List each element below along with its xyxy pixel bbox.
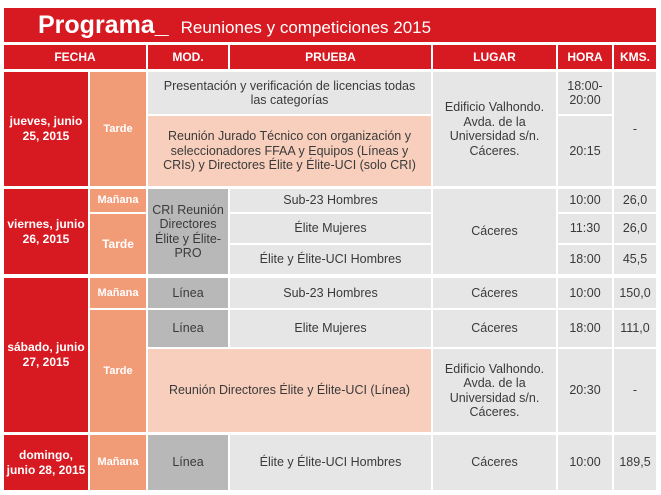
time-cell: 18:00 xyxy=(558,310,612,347)
event-cell: Presentación y verificación de licencias… xyxy=(148,72,431,114)
distance-cell: 111,0 xyxy=(614,310,656,347)
header-lugar: LUGAR xyxy=(433,45,556,69)
venue-cell: Edificio Valhondo. Avda. de la Universid… xyxy=(433,349,556,432)
date-cell: jueves, junio 25, 2015 xyxy=(4,72,88,186)
program-title-bar: Programa_ Reuniones y competiciones 2015 xyxy=(4,8,656,42)
time-cell: 20:30 xyxy=(558,349,612,432)
time-cell: 18:00 xyxy=(558,245,612,274)
time-cell: 11:30 xyxy=(558,214,612,243)
time-cell: 18:00-20:00 xyxy=(558,72,612,114)
venue-cell: Cáceres xyxy=(433,189,556,274)
date-cell: viernes, junio 26, 2015 xyxy=(4,189,88,274)
event-cell: Élite y Élite-UCI Hombres xyxy=(230,245,431,274)
period-cell: Mañana xyxy=(90,278,146,308)
mode-cell: Línea xyxy=(148,278,228,308)
program-title: Programa_ xyxy=(38,11,169,39)
event-cell: Elite Mujeres xyxy=(230,310,431,347)
header-hora: HORA xyxy=(558,45,612,69)
distance-cell: 26,0 xyxy=(614,214,656,243)
event-cell: Reunión Directores Élite y Élite-UCI (Lí… xyxy=(148,349,431,432)
time-cell: 10:00 xyxy=(558,435,612,490)
period-cell: Tarde xyxy=(90,72,146,186)
period-cell: Mañana xyxy=(90,435,146,490)
distance-cell: - xyxy=(614,72,656,186)
venue-cell: Cáceres xyxy=(433,310,556,347)
period-cell: Mañana xyxy=(90,189,146,212)
header-mod: MOD. xyxy=(148,45,228,69)
period-cell: Tarde xyxy=(90,214,146,274)
mode-cell: Línea xyxy=(148,435,228,490)
venue-cell: Cáceres xyxy=(433,278,556,308)
header-kms: KMS. xyxy=(614,45,656,69)
mode-cell: Línea xyxy=(148,310,228,347)
time-cell: 10:00 xyxy=(558,278,612,308)
venue-cell: Cáceres xyxy=(433,435,556,490)
header-prueba: PRUEBA xyxy=(230,45,431,69)
event-cell: Sub-23 Hombres xyxy=(230,189,431,212)
time-cell: 10:00 xyxy=(558,189,612,212)
event-cell: Reunión Jurado Técnico con organización … xyxy=(148,116,431,186)
time-cell: 20:15 xyxy=(558,116,612,186)
date-cell: domingo, junio 28, 2015 xyxy=(4,435,88,490)
date-cell: sábado, junio 27, 2015 xyxy=(4,278,88,432)
header-fecha: FECHA xyxy=(4,45,146,69)
event-cell: Élite y Élite-UCI Hombres xyxy=(230,435,431,490)
period-cell: Tarde xyxy=(90,310,146,432)
venue-cell: Edificio Valhondo. Avda. de la Universid… xyxy=(433,72,556,186)
distance-cell: 150,0 xyxy=(614,278,656,308)
mode-cell: CRI Reunión Directores Élite y Élite-PRO xyxy=(148,189,228,274)
program-subtitle: Reuniones y competiciones 2015 xyxy=(180,18,432,37)
event-cell: Sub-23 Hombres xyxy=(230,278,431,308)
distance-cell: 45,5 xyxy=(614,245,656,274)
event-cell: Élite Mujeres xyxy=(230,214,431,243)
distance-cell: - xyxy=(614,349,656,432)
distance-cell: 26,0 xyxy=(614,189,656,212)
distance-cell: 189,5 xyxy=(614,435,656,490)
